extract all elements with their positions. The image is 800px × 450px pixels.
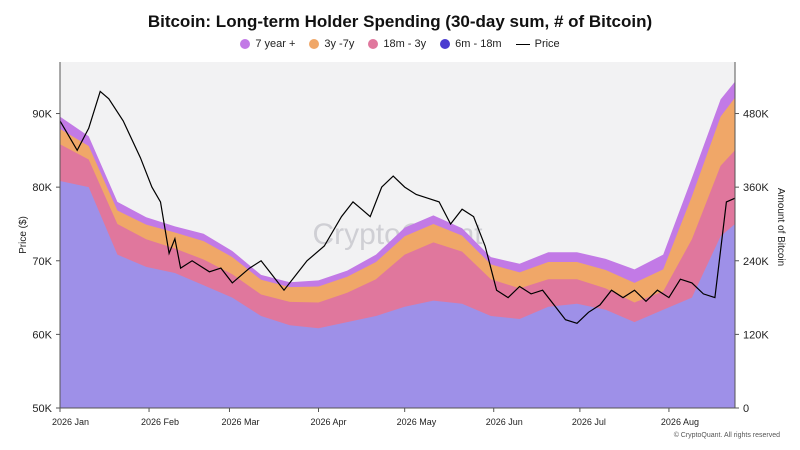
- legend-label-6m18m: 6m - 18m: [455, 38, 502, 50]
- x-tick-label: 2026 Jul: [572, 417, 606, 427]
- y-right-tick-label: 0: [743, 403, 749, 415]
- legend-item-3y7y[interactable]: 3y -7y: [309, 38, 354, 50]
- x-tick-label: 2026 Feb: [141, 417, 179, 427]
- legend-swatch-18m3y: [368, 39, 379, 49]
- x-tick-label: 2026 Aug: [661, 417, 699, 427]
- y-left-tick-label: 70K: [32, 256, 52, 268]
- chart-title: Bitcoin: Long-term Holder Spending (30-d…: [147, 12, 653, 31]
- legend-label-7y: 7 year +: [255, 38, 296, 50]
- y-right-tick-label: 480K: [743, 109, 769, 121]
- legend-swatch-3y7y: [309, 39, 320, 49]
- x-tick-label: 2026 Apr: [311, 417, 347, 427]
- x-tick-label: 2026 Jan: [52, 417, 89, 427]
- y-left-tick-label: 80K: [32, 182, 52, 194]
- y-left-tick-label: 90K: [32, 109, 52, 121]
- legend-item-18m3y[interactable]: 18m - 3y: [368, 38, 426, 50]
- y-right-tick-label: 240K: [743, 256, 769, 268]
- y-right-tick-label: 120K: [743, 329, 769, 341]
- legend-label-price: Price: [534, 38, 560, 50]
- chart-legend: 7 year + 3y -7y 18m - 3y 6m - 18m Price: [0, 38, 800, 50]
- x-tick-label: 2026 Mar: [221, 417, 259, 427]
- legend-swatch-price: [515, 43, 530, 45]
- area-series-6m-18m: [60, 181, 735, 408]
- y-left-tick-label: 50K: [32, 403, 52, 415]
- legend-item-6m18m[interactable]: 6m - 18m: [440, 38, 502, 50]
- legend-label-18m3y: 18m - 3y: [383, 38, 427, 50]
- x-tick-label: 2026 May: [397, 417, 437, 427]
- y-right-tick-label: 360K: [743, 182, 769, 194]
- legend-swatch-6m18m: [440, 39, 451, 49]
- y-left-tick-label: 60K: [32, 329, 52, 341]
- y-left-axis-title: Price ($): [18, 216, 29, 254]
- legend-item-7y[interactable]: 7 year +: [240, 38, 295, 50]
- legend-swatch-7y: [240, 39, 251, 49]
- legend-label-3y7y: 3y -7y: [324, 38, 355, 50]
- price-line: [59, 90, 736, 324]
- copyright-footer: © CryptoQuant. All rights reserved: [673, 432, 780, 439]
- legend-item-price[interactable]: Price: [515, 38, 560, 50]
- y-right-axis-title: Amount of Bitcoin: [775, 188, 786, 266]
- x-tick-label: 2026 Jun: [486, 417, 523, 427]
